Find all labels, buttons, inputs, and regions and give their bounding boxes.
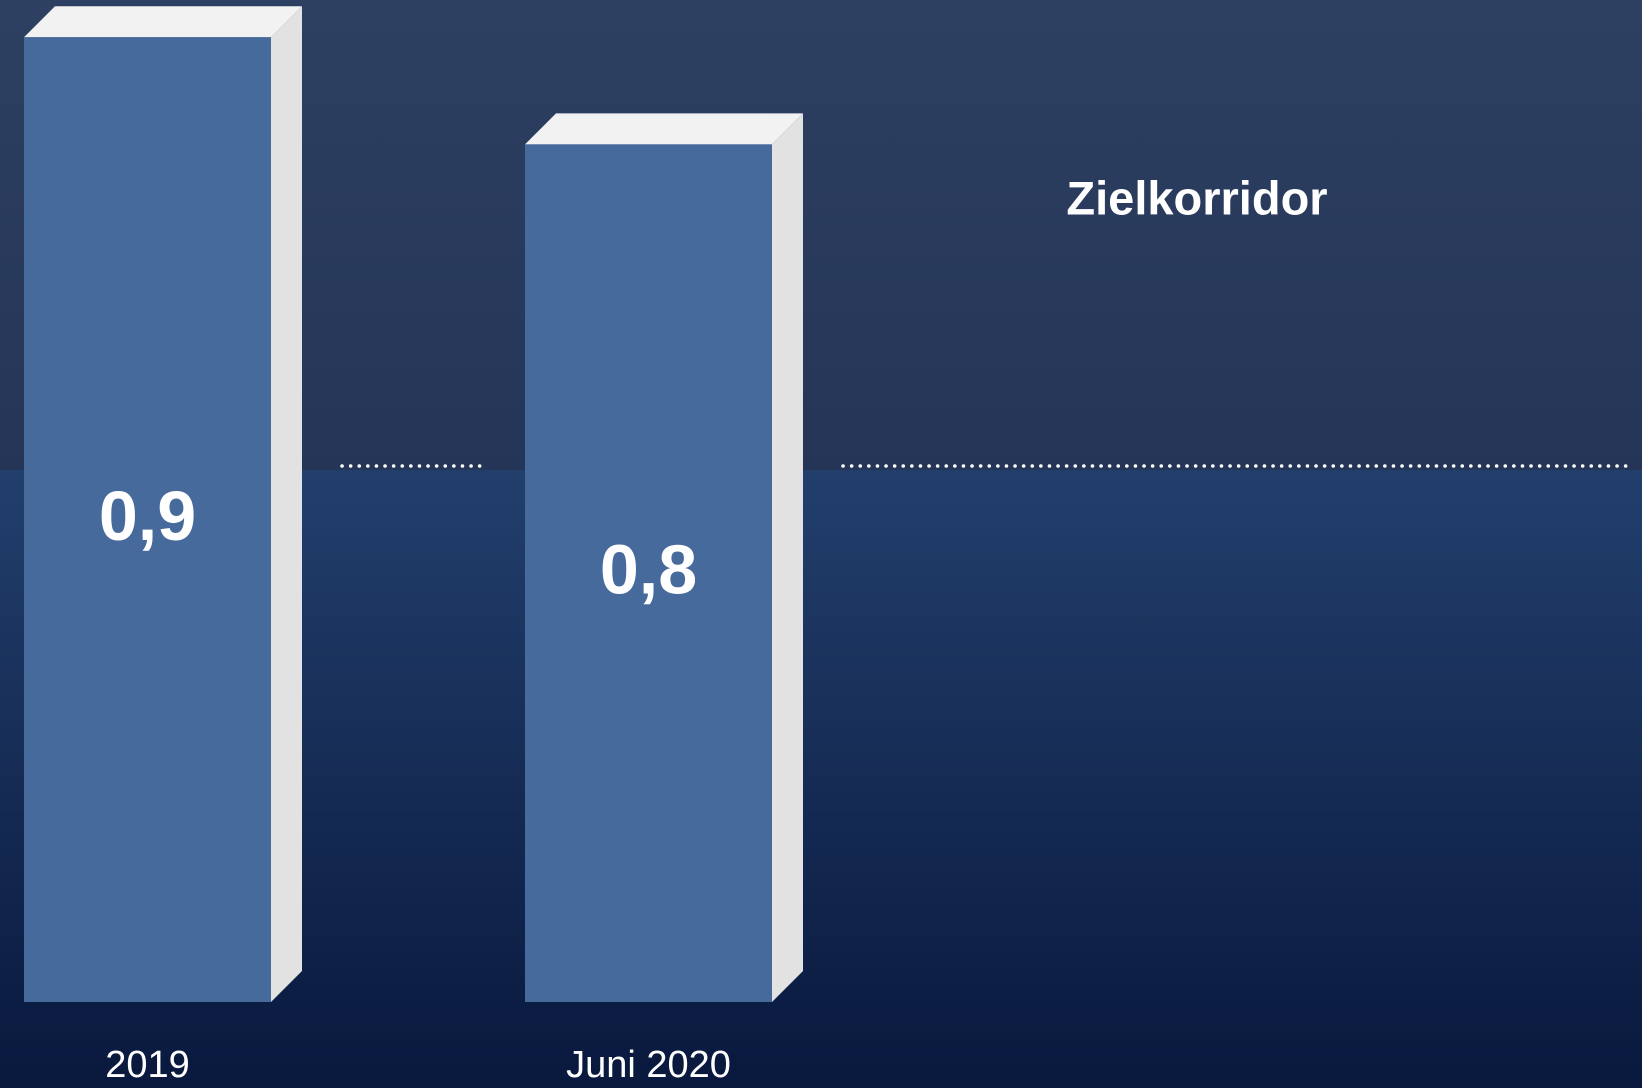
x-tick-label: Juni 2020 [566, 1044, 731, 1086]
value-label: 0,8 [600, 531, 697, 609]
bar-top [24, 6, 302, 38]
bar-top [525, 113, 803, 145]
value-label: 0,9 [99, 477, 196, 555]
bar [24, 37, 271, 1002]
bar-side [772, 113, 803, 1002]
bar-side [271, 6, 302, 1002]
bar [525, 144, 772, 1002]
x-tick-label: 2019 [105, 1044, 190, 1086]
reference-label: Zielkorridor [1066, 171, 1327, 224]
